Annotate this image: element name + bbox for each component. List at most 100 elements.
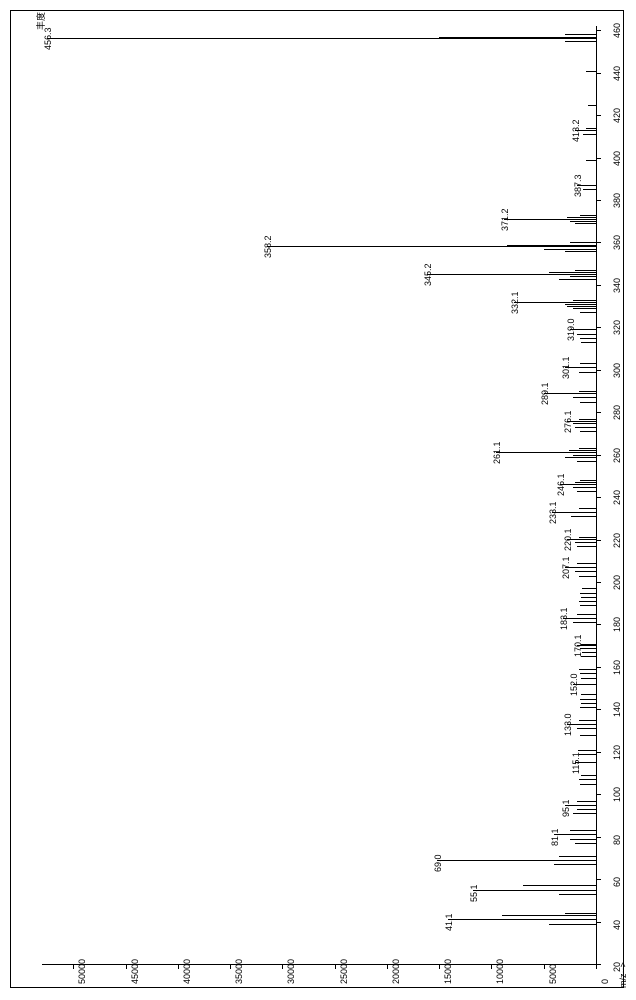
intensity-tick-label: 5000 — [548, 964, 558, 984]
mz-tick — [596, 73, 601, 74]
peak — [578, 750, 596, 751]
mz-tick — [596, 370, 601, 371]
peak — [586, 160, 596, 161]
peak — [559, 856, 596, 857]
peak — [573, 622, 596, 623]
peak — [577, 614, 596, 615]
peak — [577, 334, 596, 335]
peak — [580, 605, 596, 606]
mz-tick-label: 180 — [612, 617, 622, 632]
peak — [570, 830, 596, 831]
peak — [580, 735, 596, 736]
intensity-tick — [178, 964, 179, 969]
mz-tick — [596, 922, 601, 923]
intensity-tick — [544, 964, 545, 969]
peak — [577, 809, 596, 810]
mz-tick — [596, 285, 601, 286]
peak — [573, 423, 596, 424]
peak — [581, 678, 596, 679]
peak-label: 220.1 — [563, 529, 573, 552]
mz-tick — [596, 752, 601, 753]
peak — [579, 779, 596, 780]
intensity-tick — [387, 964, 388, 969]
mz-tick-label: 300 — [612, 363, 622, 378]
mz-tick — [596, 30, 601, 31]
intensity-tick — [335, 964, 336, 969]
peak-label: 69.0 — [433, 854, 443, 872]
mz-tick-label: 120 — [612, 745, 622, 760]
peak-label: 261.1 — [492, 442, 502, 465]
labeled-peak — [47, 38, 596, 39]
mz-tick-label: 440 — [612, 66, 622, 81]
labeled-peak — [267, 246, 596, 247]
peak — [573, 813, 596, 814]
peak-label: 246.1 — [556, 474, 566, 497]
peak — [580, 402, 596, 403]
mz-tick-label: 340 — [612, 278, 622, 293]
peak — [579, 669, 596, 670]
peak — [565, 34, 596, 35]
labeled-peak — [473, 890, 596, 891]
mz-tick-label: 320 — [612, 320, 622, 335]
peak — [565, 913, 596, 914]
x-axis-title: m/z--> — [618, 962, 628, 988]
peak — [523, 885, 596, 886]
peak — [575, 270, 596, 271]
peak-label: 456.3 — [43, 28, 53, 51]
peak — [581, 342, 596, 343]
intensity-tick-label: 50000 — [77, 959, 87, 984]
peak-label: 319.0 — [566, 319, 576, 342]
mz-tick-label: 240 — [612, 490, 622, 505]
peak — [579, 537, 596, 538]
peak — [581, 775, 596, 776]
mz-tick — [596, 667, 601, 668]
mz-tick-label: 380 — [612, 193, 622, 208]
peak-label: 345.2 — [423, 263, 433, 286]
peak-label: 289.1 — [540, 382, 550, 405]
peak-label: 387.3 — [573, 174, 583, 197]
peak — [588, 105, 596, 106]
peak — [580, 707, 596, 708]
y-axis-title: 丰度 — [34, 12, 47, 30]
peak — [502, 915, 596, 916]
peak — [575, 427, 596, 428]
intensity-tick — [491, 964, 492, 969]
peak — [580, 784, 596, 785]
labeled-peak — [504, 219, 596, 220]
intensity-tick-label: 0 — [600, 979, 610, 984]
mz-tick — [596, 879, 601, 880]
peak — [549, 924, 596, 925]
peak-label: 207.1 — [561, 556, 571, 579]
mz-tick — [596, 158, 601, 159]
peak — [569, 450, 596, 451]
peak — [579, 601, 596, 602]
peak — [573, 397, 596, 398]
labeled-peak — [554, 834, 596, 835]
peak — [567, 306, 596, 307]
peak — [579, 391, 596, 392]
peak — [582, 652, 596, 653]
peak-label: 115.1 — [571, 752, 581, 774]
mz-tick-label: 200 — [612, 575, 622, 590]
peak-label: 183.1 — [559, 607, 569, 630]
peak-label: 276.1 — [563, 410, 573, 433]
mz-tick — [596, 115, 601, 116]
mz-tick — [596, 497, 601, 498]
peak — [573, 308, 596, 309]
peak — [579, 508, 596, 509]
peak-label: 371.2 — [500, 208, 510, 231]
peak — [580, 338, 596, 339]
mz-tick — [596, 709, 601, 710]
peak — [571, 516, 596, 517]
peak-label: 41.1 — [444, 914, 454, 932]
peak — [575, 542, 596, 543]
intensity-tick — [596, 964, 597, 969]
peak — [581, 597, 596, 598]
peak-label: 358.2 — [263, 236, 273, 259]
peak — [570, 276, 596, 277]
intensity-tick-label: 30000 — [286, 959, 296, 984]
peak — [581, 644, 596, 645]
peak-label: 95.1 — [561, 799, 571, 817]
peak-label: 133.0 — [563, 714, 573, 737]
intensity-tick — [439, 964, 440, 969]
